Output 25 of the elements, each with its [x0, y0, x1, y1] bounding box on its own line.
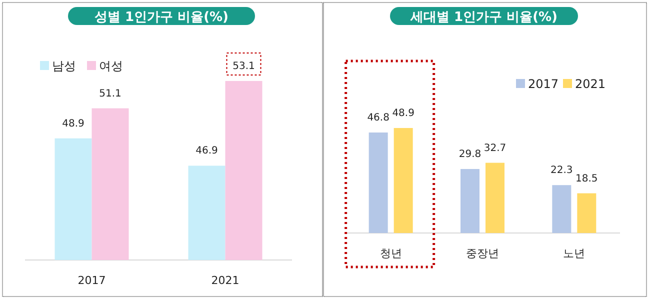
data-label: 18.5: [576, 173, 598, 184]
legend-label: 2017: [528, 77, 559, 91]
data-label: 22.3: [550, 165, 573, 176]
legend-label: 남성: [52, 59, 76, 73]
x-tick-label: 노년: [563, 247, 586, 260]
chart-title: 세대별 1인가구 비율(%): [409, 10, 558, 25]
data-label: 46.9: [196, 146, 218, 157]
data-label: 29.8: [458, 149, 482, 160]
bar: [368, 132, 388, 233]
data-label: 51.1: [99, 88, 122, 100]
x-tick-label: 청년: [380, 247, 402, 260]
x-tick-label: 중장년: [466, 247, 499, 260]
data-label: 53.1: [232, 60, 255, 72]
bar: [486, 162, 504, 233]
data-label: 32.7: [484, 142, 506, 154]
legend-label: 2021: [575, 77, 606, 91]
bar: [394, 128, 413, 233]
bar: [577, 193, 596, 233]
data-label: 48.9: [62, 118, 84, 130]
data-label: 46.8: [367, 112, 390, 124]
chart-title: 성별 1인가구 비율(%): [94, 10, 229, 25]
bar: [552, 185, 572, 233]
bar: [460, 169, 480, 233]
data-label: 48.9: [392, 108, 414, 119]
legend-label: 여성: [99, 59, 123, 73]
